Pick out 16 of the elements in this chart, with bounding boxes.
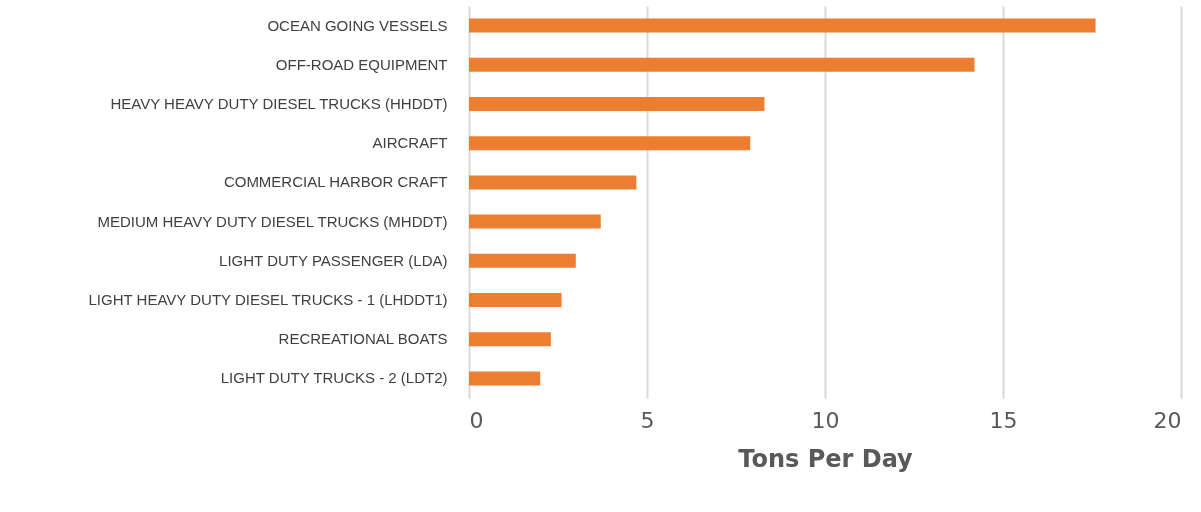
x-tick-label: 0 <box>469 407 484 433</box>
x-tick-label: 5 <box>640 407 655 433</box>
y-tick-label: LIGHT DUTY TRUCKS - 2 (LDT2) <box>220 369 448 387</box>
y-tick-label: COMMERCIAL HARBOR CRAFT <box>223 173 448 191</box>
x-tick-label: 10 <box>811 407 840 433</box>
y-tick-label: AIRCRAFT <box>372 134 448 152</box>
y-tick-label: OFF-ROAD EQUIPMENT <box>275 55 448 73</box>
y-tick-label: OCEAN GOING VESSELS <box>267 16 448 34</box>
y-tick-label: RECREATIONAL BOATS <box>278 330 448 348</box>
y-tick-label: HEAVY HEAVY DUTY DIESEL TRUCKS (HHDDT) <box>110 95 448 112</box>
x-tick-label: 15 <box>989 407 1018 433</box>
x-tick-label: 20 <box>1153 407 1182 433</box>
y-tick-label: LIGHT HEAVY DUTY DIESEL TRUCKS - 1 (LHDDT1) <box>88 291 448 308</box>
y-tick-label: MEDIUM HEAVY DUTY DIESEL TRUCKS (MHDDT) <box>97 212 448 230</box>
x-axis-title: Tons Per Day <box>738 444 914 473</box>
y-tick-label: LIGHT DUTY PASSENGER (LDA) <box>219 251 448 269</box>
